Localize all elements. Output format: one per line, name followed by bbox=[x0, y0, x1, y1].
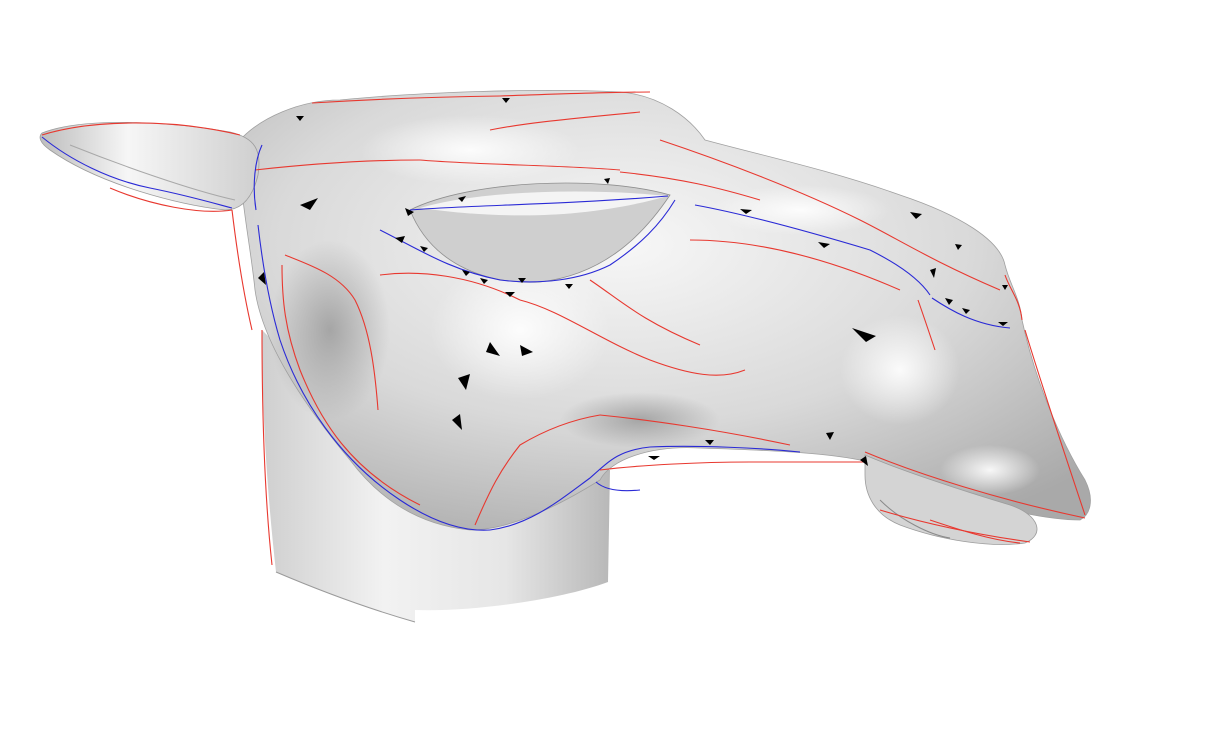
markers bbox=[258, 98, 1008, 466]
ridge-lines bbox=[41, 91, 1086, 566]
ear bbox=[39, 121, 260, 211]
head-surface bbox=[239, 90, 1091, 545]
valley-lines bbox=[41, 136, 1011, 531]
